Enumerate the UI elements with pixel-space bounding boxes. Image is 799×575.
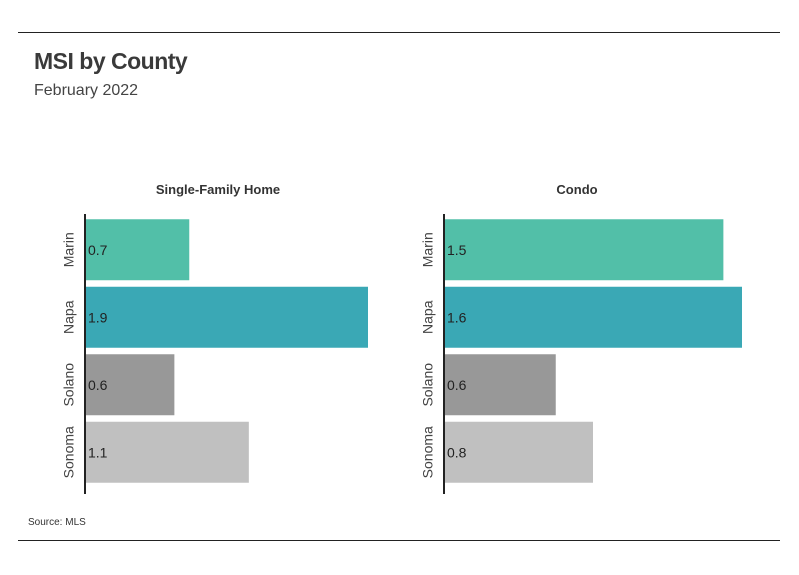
condo-value-label-marin: 1.5 [447, 242, 467, 258]
condo-bar-napa [444, 286, 742, 348]
single-family-home-value-label-marin: 0.7 [88, 242, 108, 258]
chart-subtitle: February 2022 [34, 82, 139, 99]
single-family-home-value-label-sonoma: 1.1 [88, 444, 108, 460]
single-family-home-category-label-napa: Napa [61, 300, 77, 334]
source-note: Source: MLS [28, 517, 86, 528]
top-rule [18, 32, 780, 33]
single-family-home-bar-sonoma [85, 421, 249, 483]
single-family-home-bar-solano [85, 354, 175, 416]
condo-category-label-solano: Solano [420, 363, 436, 407]
condo-value-label-solano: 0.6 [447, 377, 467, 393]
single-family-home-bar-marin [85, 219, 190, 281]
single-family-home-value-label-solano: 0.6 [88, 377, 108, 393]
single-family-home-category-label-solano: Solano [61, 363, 77, 407]
chart-title: MSI by County [34, 48, 188, 74]
single-family-home-value-label-napa: 1.9 [88, 309, 108, 325]
condo-value-label-sonoma: 0.8 [447, 444, 467, 460]
condo-value-label-napa: 1.6 [447, 309, 467, 325]
single-family-home-category-label-marin: Marin [61, 232, 77, 267]
condo-bar-solano [444, 354, 556, 416]
condo-panel-title: Condo [556, 182, 597, 197]
condo-category-label-sonoma: Sonoma [420, 426, 436, 478]
condo-category-label-marin: Marin [420, 232, 436, 267]
bottom-rule [18, 540, 780, 541]
condo-bar-sonoma [444, 421, 593, 483]
single-family-home-category-label-sonoma: Sonoma [61, 426, 77, 478]
single-family-home-bar-napa [85, 286, 368, 348]
condo-category-label-napa: Napa [420, 300, 436, 334]
condo-bar-marin [444, 219, 724, 281]
single-family-home-panel-title: Single-Family Home [156, 182, 280, 197]
